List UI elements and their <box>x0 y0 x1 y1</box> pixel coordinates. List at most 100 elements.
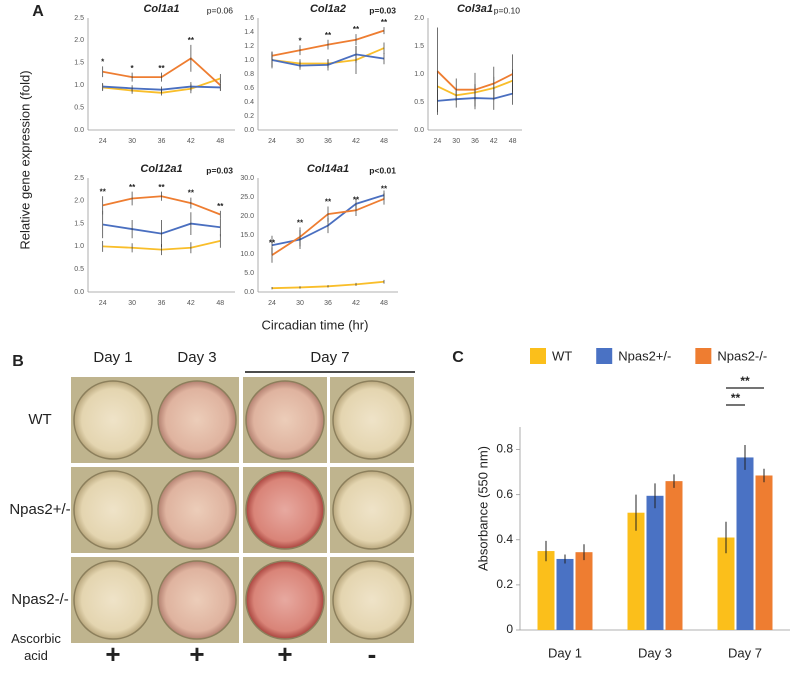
well <box>332 380 412 460</box>
x-tick-label: 24 <box>268 300 276 307</box>
x-tick-label: 48 <box>380 300 388 307</box>
y-tick-label: 25.0 <box>240 194 254 201</box>
row-label: Npas2+/- <box>9 501 70 518</box>
bar <box>736 457 754 630</box>
well <box>73 560 153 640</box>
significance: ** <box>217 202 224 211</box>
significance: ** <box>269 239 276 248</box>
x-tick-label: 36 <box>324 138 332 145</box>
significance: ** <box>381 18 388 27</box>
y-tick-label: 2.5 <box>74 175 84 182</box>
y-tick-label: 0.0 <box>244 289 254 296</box>
p-value: p<0.01 <box>369 165 396 175</box>
y-tick-label: 0.0 <box>74 289 84 296</box>
x-tick-label: 42 <box>490 138 498 145</box>
well-grid <box>71 377 414 643</box>
x-tick-label: 24 <box>99 138 107 145</box>
significance: ** <box>188 36 195 45</box>
significance: ** <box>325 31 332 40</box>
y-tick-label: 1.0 <box>74 82 84 89</box>
y-tick-label: 1.5 <box>414 43 424 50</box>
y-tick-label: 2.0 <box>74 198 84 205</box>
significance: ** <box>353 25 360 34</box>
bar <box>646 495 664 630</box>
legend-swatch <box>530 348 546 364</box>
y-tick-label: 0.8 <box>496 442 513 456</box>
x-tick-label: 42 <box>352 138 360 145</box>
y-tick-label: 0.4 <box>244 99 254 106</box>
legend-swatch <box>695 348 712 364</box>
panel-label: A <box>32 3 44 20</box>
significance: * <box>298 36 302 45</box>
treatment-sign: + <box>189 639 204 669</box>
x-tick-label: Day 1 <box>548 645 582 660</box>
y-tick-label: 1.2 <box>244 43 254 50</box>
y-tick-label: 0.2 <box>244 113 254 120</box>
y-tick-label: 5.0 <box>244 270 254 277</box>
legend-swatch <box>596 348 613 364</box>
significance: * <box>101 57 105 66</box>
x-tick-label: 30 <box>452 138 460 145</box>
x-tick-label: 48 <box>216 138 224 145</box>
significance: ** <box>731 391 741 405</box>
legend-label: Npas2+/- <box>618 348 671 363</box>
x-tick-label: 30 <box>128 138 136 145</box>
y-tick-label: 30.0 <box>240 175 254 182</box>
x-tick-label: Day 7 <box>728 645 762 660</box>
y-tick-label: 0 <box>506 622 513 636</box>
well <box>245 380 325 460</box>
bar <box>575 552 593 630</box>
significance: ** <box>188 189 195 198</box>
x-tick-label: 36 <box>158 300 166 307</box>
y-tick-label: 0.0 <box>244 127 254 134</box>
well <box>332 560 412 640</box>
significance: ** <box>297 219 304 228</box>
x-tick-label: 42 <box>187 138 195 145</box>
well <box>245 470 325 550</box>
well <box>157 560 237 640</box>
y-tick-label: 15.0 <box>240 232 254 239</box>
y-tick-label: 1.5 <box>74 60 84 67</box>
significance: ** <box>325 198 332 207</box>
significance: ** <box>158 64 165 73</box>
x-tick-label: 36 <box>324 300 332 307</box>
well <box>73 470 153 550</box>
chart-title: Col14a1 <box>307 163 349 175</box>
treatment-sign: + <box>105 639 120 669</box>
x-tick-label: 36 <box>471 138 479 145</box>
significance: ** <box>100 187 107 196</box>
y-tick-label: 0.4 <box>496 532 513 546</box>
x-tick-label: 48 <box>216 300 224 307</box>
significance: ** <box>129 183 136 192</box>
y-tick-label: 0.2 <box>496 577 513 591</box>
significance: ** <box>740 374 750 388</box>
column-label: Day 1 <box>93 349 132 366</box>
x-tick-label: 36 <box>158 138 166 145</box>
p-value: p=0.06 <box>207 5 234 15</box>
y-tick-label: 0.8 <box>244 71 254 78</box>
y-axis-label: Relative gene expression (fold) <box>17 70 32 249</box>
significance: ** <box>158 183 165 192</box>
y-tick-label: 10.0 <box>240 251 254 258</box>
x-tick-label: 24 <box>99 300 107 307</box>
column-label: Day 7 <box>310 349 349 366</box>
significance: ** <box>381 184 388 193</box>
y-axis-label: Absorbance (550 nm) <box>475 446 490 571</box>
bar <box>665 481 683 630</box>
panel-label: C <box>452 349 464 366</box>
y-tick-label: 1.0 <box>244 57 254 64</box>
y-tick-label: 1.0 <box>74 243 84 250</box>
x-tick-label: Day 3 <box>638 645 672 660</box>
chart-title: Col1a2 <box>310 3 346 15</box>
x-tick-label: 42 <box>187 300 195 307</box>
y-tick-label: 0.5 <box>414 99 424 106</box>
x-tick-label: 24 <box>434 138 442 145</box>
bar <box>627 512 645 630</box>
y-tick-label: 1.5 <box>74 220 84 227</box>
treatment-sign: + <box>277 639 292 669</box>
bar <box>717 537 735 630</box>
y-tick-label: 1.0 <box>414 71 424 78</box>
y-tick-label: 2.0 <box>414 15 424 22</box>
legend-label: Npas2-/- <box>717 348 767 363</box>
y-tick-label: 0.0 <box>414 127 424 134</box>
